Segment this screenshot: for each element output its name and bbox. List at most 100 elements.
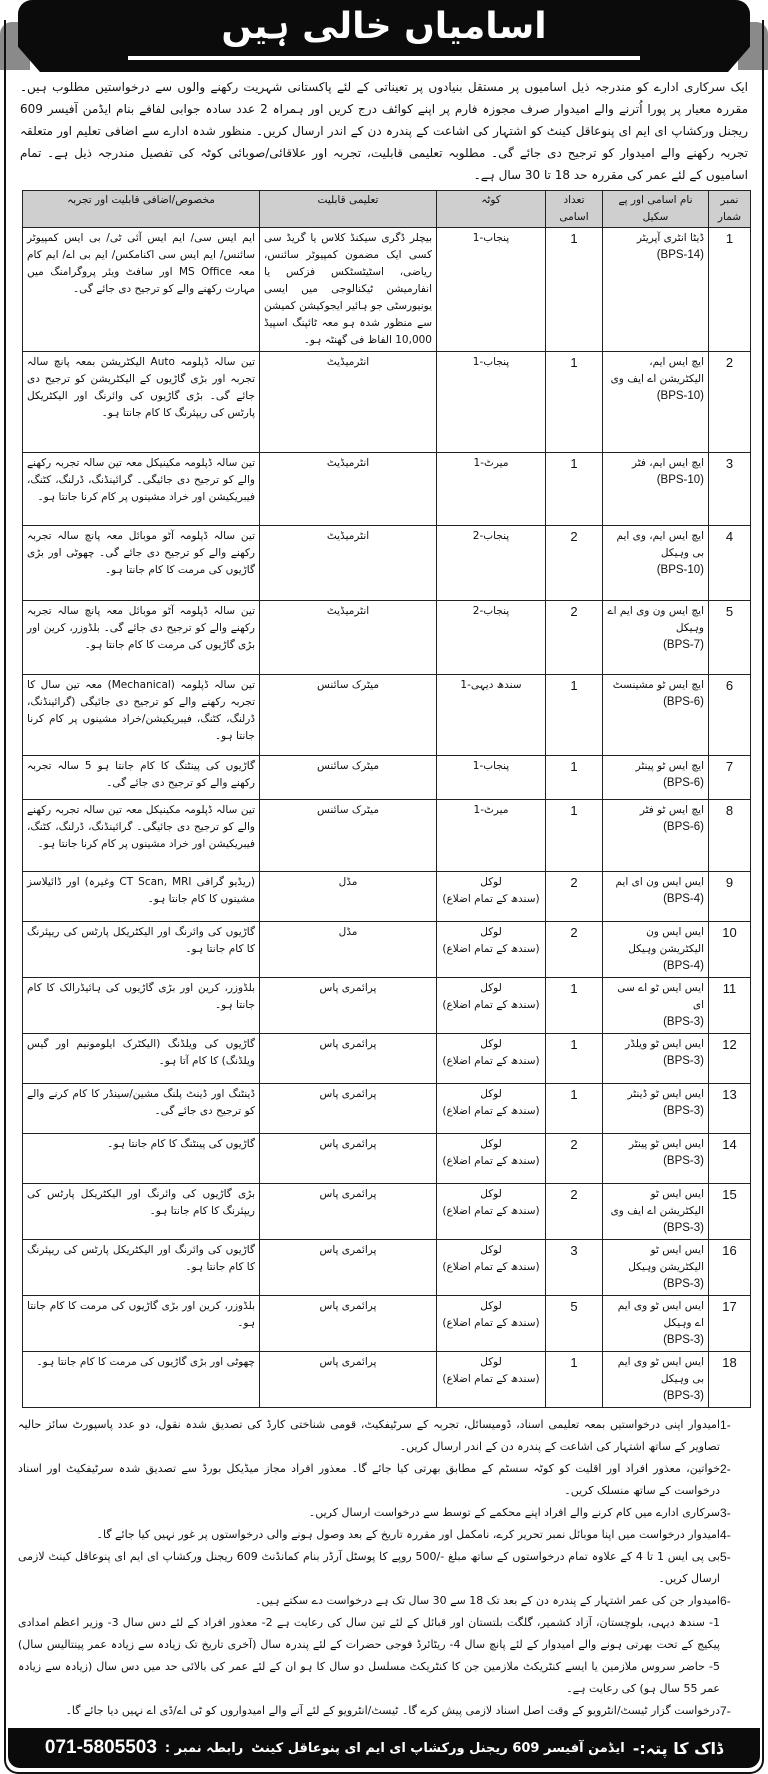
experience: بلڈوزر، کرین اور بڑی گاڑیوں کی مرمت کا ک… (22, 1295, 260, 1352)
post-name: ایس ایس ٹو اے سی ای (617, 982, 704, 1011)
quota: لوکل (480, 1088, 502, 1100)
table-row: 8 ایچ ایس ٹو فٹر (BPS-6) 1 میرٹ-1 میٹرک سائنس… (22, 799, 751, 872)
post-name: ایچ ایس ایم، وی ایم بی وہیکل (616, 530, 704, 559)
post-count: 1 (545, 227, 603, 352)
note-item: -1 امیدوار اپنی درخواستیں بمعہ تعلیمی اسن… (18, 1414, 750, 1458)
education: مڈل (259, 921, 437, 978)
education: پرائمری پاس (259, 977, 437, 1034)
pay-scale: (BPS-6) (663, 821, 704, 833)
row-number: 17 (708, 1295, 751, 1352)
education: انٹرمیڈیٹ (259, 525, 437, 601)
table-row: 12 ایس ایس ٹو ویلڈر (BPS-3) 1 لوکل (سندھ کے ت… (22, 1033, 751, 1084)
note-item: -7 درخواست گزار ٹیسٹ/انٹرویو کے وقت اصل ا… (18, 1700, 750, 1722)
pay-scale: (BPS-10) (656, 564, 704, 576)
row-number: 11 (708, 977, 751, 1034)
post-count: 1 (545, 351, 603, 453)
vacancies-table: نمبر شمار نام اسامی اور پے سکیل تعداد اس… (22, 190, 751, 1408)
quota: لوکل (480, 1300, 502, 1312)
post-name-cell: ایچ ایس ون وی ایم اے وہیکل (BPS-7) (602, 600, 709, 675)
post-count: 2 (545, 1133, 603, 1184)
education: پرائمری پاس (259, 1133, 437, 1184)
pay-scale: (BPS-3) (663, 1155, 704, 1167)
quota: پنجاب-2 (472, 530, 510, 542)
education: پرائمری پاس (259, 1351, 437, 1408)
pay-scale: (BPS-7) (663, 639, 704, 651)
experience: گاڑیوں کی پینٹنگ کا کام جانتا ہو 5 سالہ … (22, 755, 260, 800)
row-number: 14 (708, 1133, 751, 1184)
note-number: -1 (720, 1418, 731, 1432)
pay-scale: (BPS-3) (663, 1222, 704, 1234)
education: پرائمری پاس (259, 1033, 437, 1084)
table-row: 6 ایچ ایس ٹو مشینسٹ (BPS-6) 1 سندھ دیہی-1 میٹ… (22, 674, 751, 756)
header-experience: مخصوص/اضافی قابلیت اور تجربہ (22, 190, 260, 228)
table-row: 16 ایس ایس ٹو الیکٹریشن وہیکل (BPS-3) 3 لوکل… (22, 1239, 751, 1296)
header-count: تعداد اسامی (545, 190, 603, 228)
pay-scale: (BPS-10) (656, 390, 704, 402)
table-row: 9 ایس ایس ون ای ایم (BPS-4) 2 لوکل (سندھ کے ت… (22, 871, 751, 922)
post-name: ایس ایس ٹو الیکٹریشن وہیکل (628, 1244, 704, 1273)
note-item: -5 بی پی ایس 1 تا 4 کے علاوہ تمام درخواست… (18, 1546, 750, 1590)
table-row: 17 ایس ایس ٹو وی ایم اے وہیکل (BPS-3) 5 لوکل… (22, 1295, 751, 1352)
experience: گاڑیوں کی ویلڈنگ (الیکٹرک ایلومونیم اور … (22, 1033, 260, 1084)
table-row: 18 ایس ایس ٹو وی ایم بی وہیکل (BPS-3) 1 لوکل… (22, 1351, 751, 1408)
row-number: 12 (708, 1033, 751, 1084)
post-count: 1 (545, 977, 603, 1034)
pay-scale: (BPS-14) (656, 249, 704, 261)
education: انٹرمیڈیٹ (259, 452, 437, 526)
quota: پنجاب-1 (472, 356, 510, 368)
post-name: ایچ ایس ایم، الیکٹریشن اے ایف وی (610, 356, 704, 385)
quota: پنجاب-1 (472, 232, 510, 244)
table-row: 3 ایچ ایس ایم، فٹر (BPS-10) 1 میرٹ-1 انٹرمیڈی… (22, 452, 751, 526)
post-name: ڈیٹا انٹری آپریٹر (636, 232, 704, 244)
post-count: 1 (545, 674, 603, 756)
post-count: 1 (545, 1033, 603, 1084)
quota-cell: لوکل (سندھ کے تمام اضلاع) (436, 1133, 546, 1184)
experience: تین سالہ ڈپلومہ مکینیکل معہ تین سالہ تجر… (22, 452, 260, 526)
ad-frame: ایک سرکاری ادارے کو مندرجہ ذیل اسامیوں پ… (4, 20, 764, 1774)
post-count: 1 (545, 1351, 603, 1408)
quota: میرٹ-1 (473, 804, 509, 816)
table-row: 13 ایس ایس ٹو ڈینٹر (BPS-3) 1 لوکل (سندھ کے ت… (22, 1083, 751, 1134)
row-number: 3 (708, 452, 751, 526)
quota-detail: (سندھ کے تمام اضلاع) (442, 999, 540, 1011)
post-name: ایس ایس ٹو ویلڈر (625, 1038, 704, 1050)
quota: لوکل (480, 982, 502, 994)
education: پرائمری پاس (259, 1295, 437, 1352)
pay-scale: (BPS-4) (663, 960, 704, 972)
post-name-cell: ایس ایس ٹو ویلڈر (BPS-3) (602, 1033, 709, 1084)
quota: میرٹ-1 (473, 457, 509, 469)
experience: تین سالہ ڈپلومہ Auto الیکٹریشن بمعہ پانچ… (22, 351, 260, 453)
post-name-cell: ایچ ایس ٹو مشینسٹ (BPS-6) (602, 674, 709, 756)
post-name: ایچ ایس ٹو مشینسٹ (612, 679, 704, 691)
pay-scale: (BPS-6) (663, 696, 704, 708)
experience: چھوٹی اور بڑی گاڑیوں کی مرمت کا کام جانت… (22, 1351, 260, 1408)
post-name: ایچ ایس ایم، فٹر (631, 457, 704, 469)
quota: لوکل (480, 1356, 502, 1368)
experience: ڈینٹنگ اور ڈینٹ پلنگ مشین/سینڈر کا کام ک… (22, 1083, 260, 1134)
row-number: 8 (708, 799, 751, 872)
pay-scale: (BPS-3) (663, 1390, 704, 1402)
quota-detail: (سندھ کے تمام اضلاع) (442, 1105, 540, 1117)
quota-cell: پنجاب-2 (436, 525, 546, 601)
pay-scale: (BPS-3) (663, 1016, 704, 1028)
quota-detail: (سندھ کے تمام اضلاع) (442, 1205, 540, 1217)
row-number: 7 (708, 755, 751, 800)
post-count: 3 (545, 1239, 603, 1296)
post-name: ایس ایس ون الیکٹریشن وہیکل (628, 926, 704, 955)
quota-detail: (سندھ کے تمام اضلاع) (442, 1317, 540, 1329)
row-number: 13 (708, 1083, 751, 1134)
table-row: 7 ایچ ایس ٹو پینٹر (BPS-6) 1 پنجاب-1 میٹرک سا… (22, 755, 751, 800)
title-banner: اسامیاں خالی ہیں (18, 0, 750, 72)
post-name-cell: ایس ایس ٹو ڈینٹر (BPS-3) (602, 1083, 709, 1134)
post-count: 5 (545, 1295, 603, 1352)
education: میٹرک سائنس (259, 799, 437, 872)
note-item: -6 امیدوار جن کی عمر اشتہار کے پندرہ دن ک… (18, 1590, 750, 1700)
post-name: ایس ایس ٹو وی ایم اے وہیکل (617, 1300, 704, 1329)
quota: لوکل (480, 1188, 502, 1200)
postal-address-banner: ڈاک کا پتہ:- ایڈمن آفیسر 609 ریجنل ورکشا… (8, 1728, 760, 1768)
post-name-cell: ایچ ایس ایم، فٹر (BPS-10) (602, 452, 709, 526)
experience: (ریڈیو گرافی CT Scan, MRI وغیرہ) اور ڈائ… (22, 871, 260, 922)
post-name: ایس ایس ٹو وی ایم بی وہیکل (617, 1356, 704, 1385)
quota: لوکل (480, 1138, 502, 1150)
post-name-cell: ایچ ایس ایم، وی ایم بی وہیکل (BPS-10) (602, 525, 709, 601)
